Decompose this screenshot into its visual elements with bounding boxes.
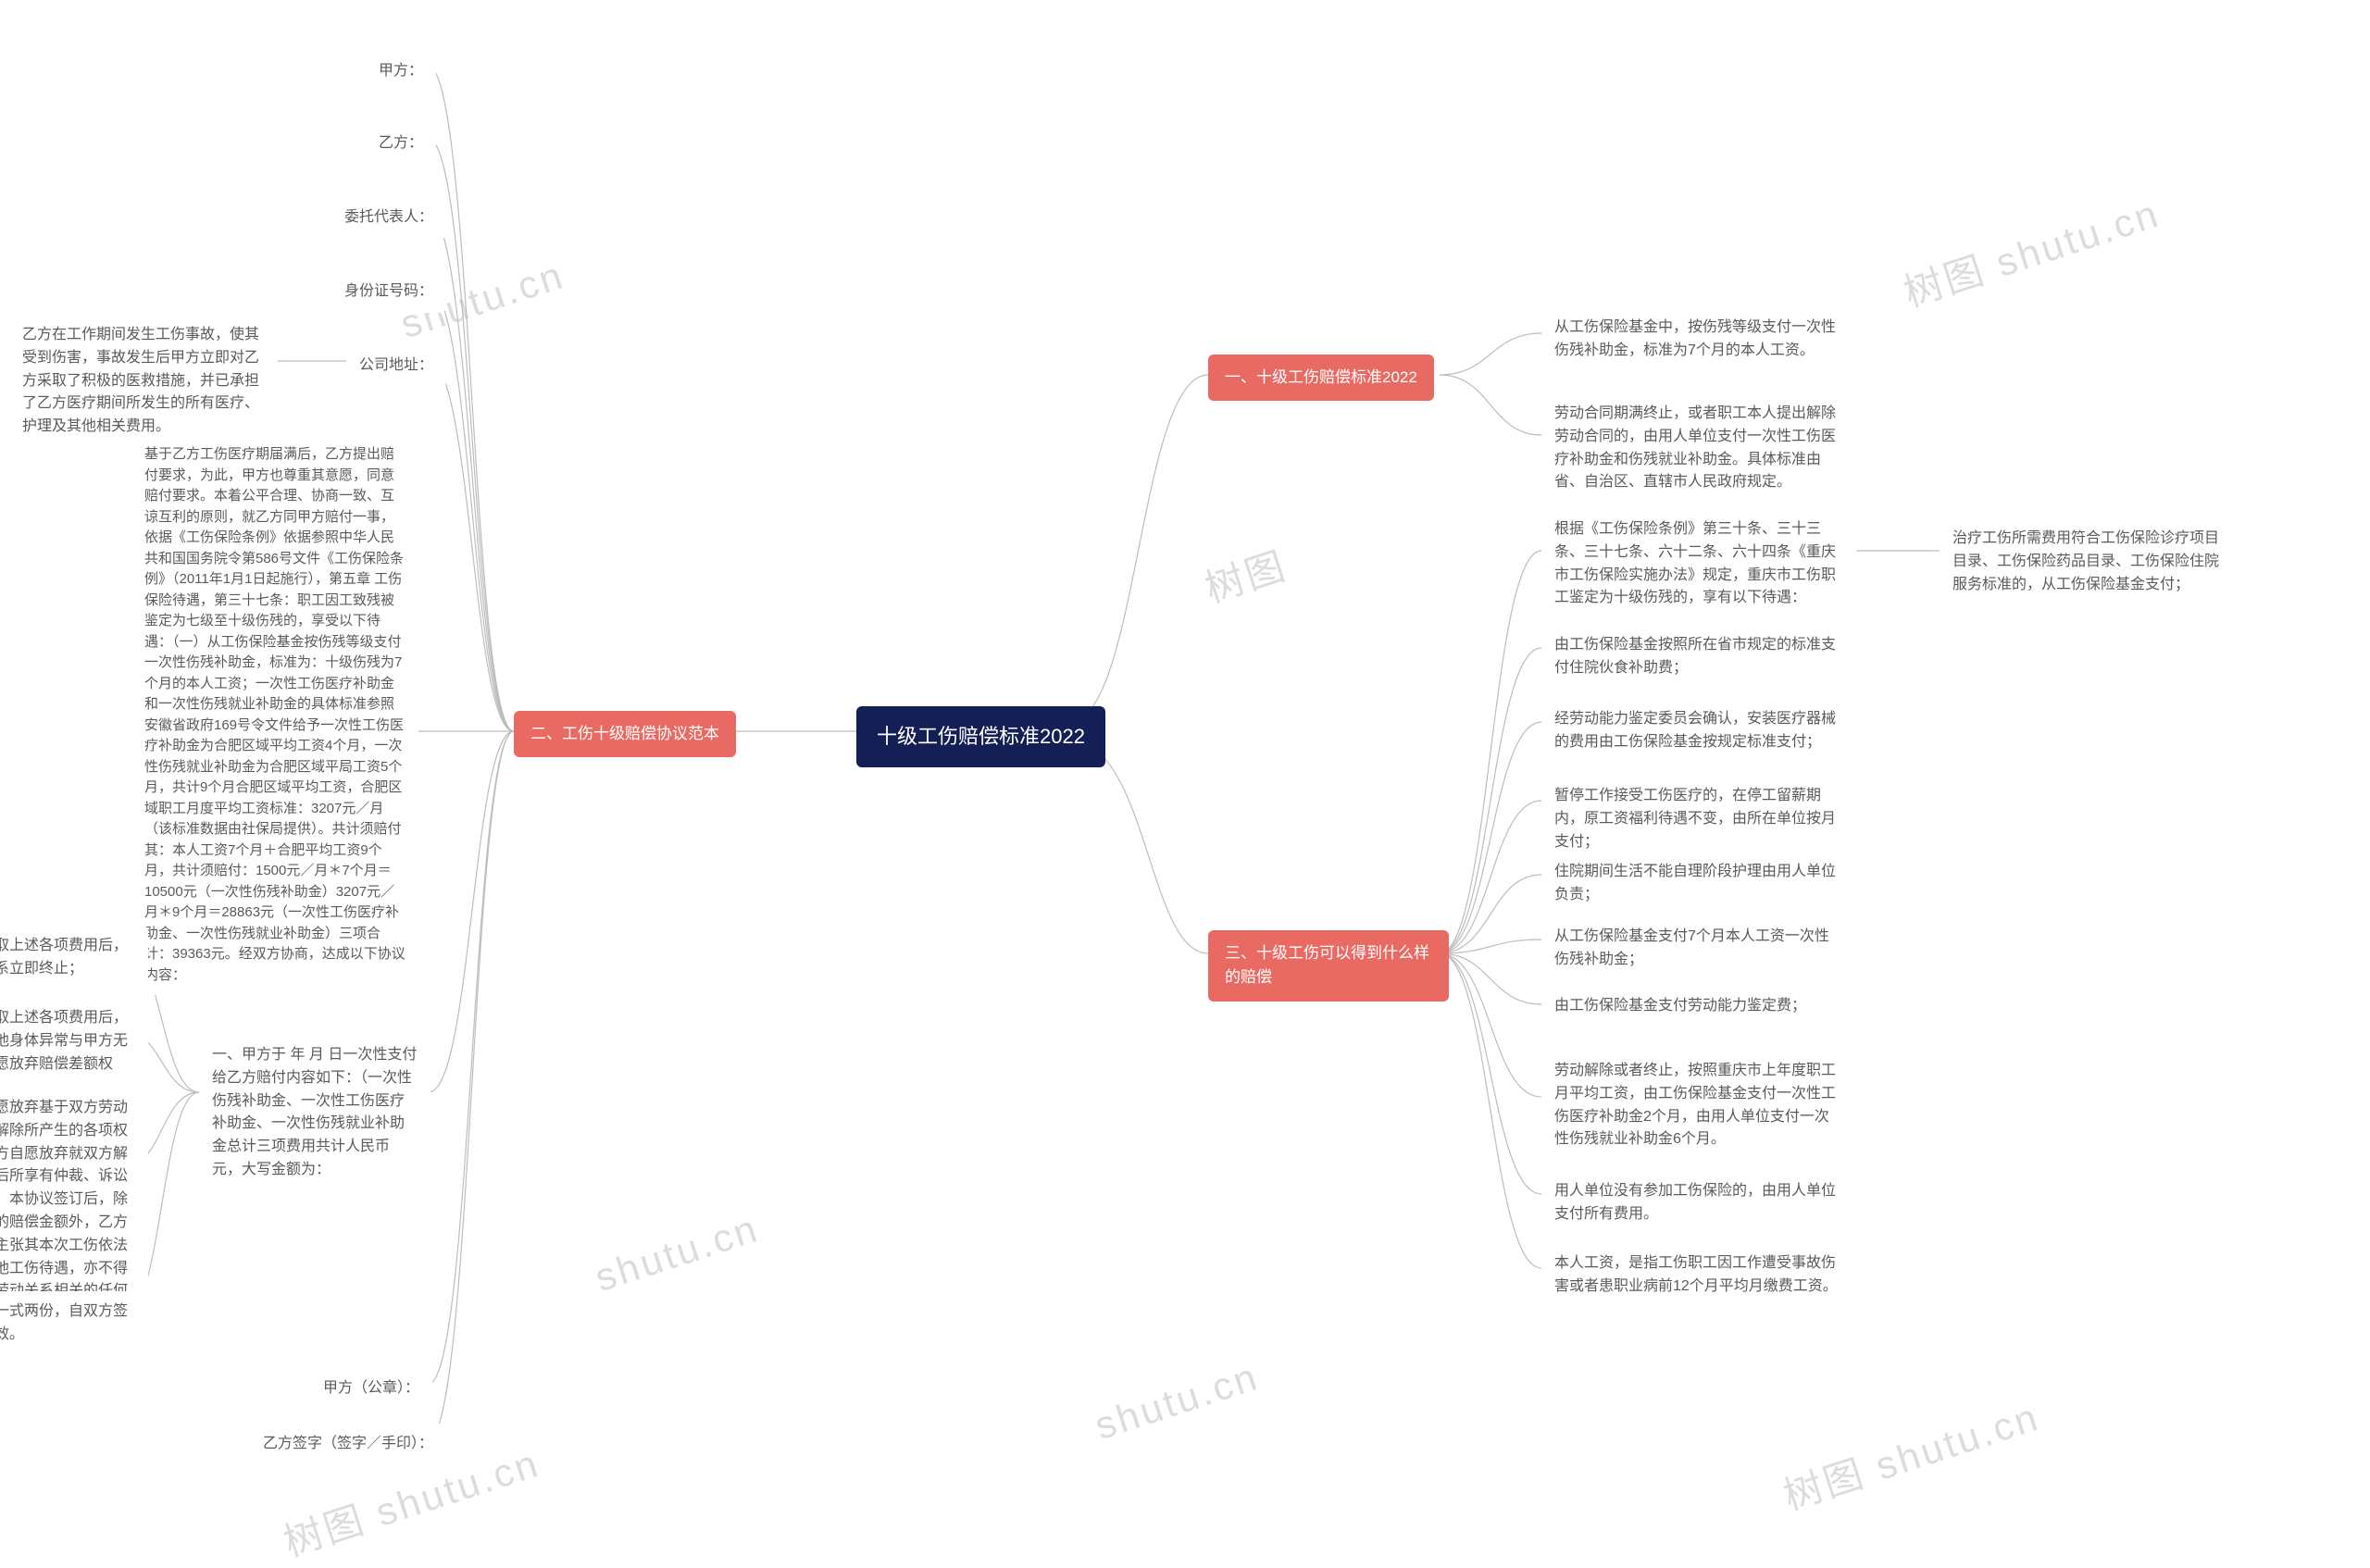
leaf-b3-7[interactable]: 劳动解除或者终止，按照重庆市上年度职工月平均工资，由工伤保险基金支付一次性工伤医… [1541, 1051, 1856, 1161]
clause-0[interactable]: 一、甲方于 年 月 日一次性支付给乙方赔付内容如下：（一次性伤残补助金、一次性工… [199, 1035, 430, 1191]
leaf-b3-2[interactable]: 经劳动能力鉴定委员会确认，安装医疗器械的费用由工伤保险基金按规定标准支付； [1541, 699, 1856, 764]
party-1[interactable]: 乙方： [366, 123, 436, 165]
leaf-b3-3[interactable]: 暂停工作接受工伤医疗的，在停工留薪期内，原工资福利待遇不变，由所在单位按月支付； [1541, 776, 1856, 863]
leaf-b3-1[interactable]: 由工伤保险基金按照所在省市规定的标准支付住院伙食补助费； [1541, 625, 1856, 690]
party-4[interactable]: 公司地址： [346, 345, 446, 387]
branch-2[interactable]: 二、工伤十级赔偿协议范本 [514, 711, 736, 757]
clause-4[interactable]: 七、本协议一式两份，自双方签章之日起生效。 [0, 1291, 148, 1356]
leaf-b3-8[interactable]: 用人单位没有参加工伤保险的，由用人单位支付所有费用。 [1541, 1171, 1856, 1236]
leaf-b3-9[interactable]: 本人工资，是指工伤职工因工作遭受事故伤害或者患职业病前12个月平均月缴费工资。 [1541, 1243, 1856, 1308]
leaf-b3-0[interactable]: 根据《工伤保险条例》第三十条、三十三条、三十七条、六十二条、六十四条《重庆市工伤… [1541, 509, 1856, 619]
party-2[interactable]: 委托代表人： [331, 197, 446, 239]
sign-0[interactable]: 甲方（公章）： [310, 1368, 432, 1410]
leaf-b3-4[interactable]: 住院期间生活不能自理阶段护理由用人单位负责； [1541, 852, 1856, 916]
center-node[interactable]: 十级工伤赔偿标准2022 [856, 706, 1105, 767]
leaf-b1-0[interactable]: 从工伤保险基金中，按伤残等级支付一次性伤残补助金，标准为7个月的本人工资。 [1541, 307, 1856, 372]
branch-1[interactable]: 一、十级工伤赔偿标准2022 [1208, 355, 1434, 401]
leaf-b3-0-sub[interactable]: 治疗工伤所需费用符合工伤保险诊疗项目目录、工伤保险药品目录、工伤保险住院服务标准… [1940, 518, 2236, 605]
party-3[interactable]: 身份证号码： [331, 271, 446, 313]
branch-3[interactable]: 三、十级工伤可以得到什么样的赔偿 [1208, 930, 1449, 1002]
leaf-b3-6[interactable]: 由工伤保险基金支付劳动能力鉴定费； [1541, 986, 1819, 1027]
mindmap-canvas: 十级工伤赔偿标准2022 一、十级工伤赔偿标准2022 从工伤保险基金中，按伤残… [0, 0, 2370, 1556]
addr-note[interactable]: 乙方在工作期间发生工伤事故，使其受到伤害，事故发生后甲方立即对乙方采取了积极的医… [9, 315, 278, 448]
leaf-b1-1[interactable]: 劳动合同期满终止，或者职工本人提出解除劳动合同的，由用人单位支付一次性工伤医疗补… [1541, 393, 1856, 504]
party-0[interactable]: 甲方： [366, 51, 436, 93]
leaf-b3-5[interactable]: 从工伤保险基金支付7个月本人工资一次性伤残补助金； [1541, 916, 1856, 981]
sign-1[interactable]: 乙方签字（签字／手印）： [250, 1424, 446, 1465]
clause-1[interactable]: 二、乙方领取上述各项费用后，双方劳动关系立即终止； [0, 926, 148, 990]
long-block[interactable]: 基于乙方工伤医疗期届满后，乙方提出赔付要求，为此，甲方也尊重其意愿，同意赔付要求… [131, 435, 418, 995]
